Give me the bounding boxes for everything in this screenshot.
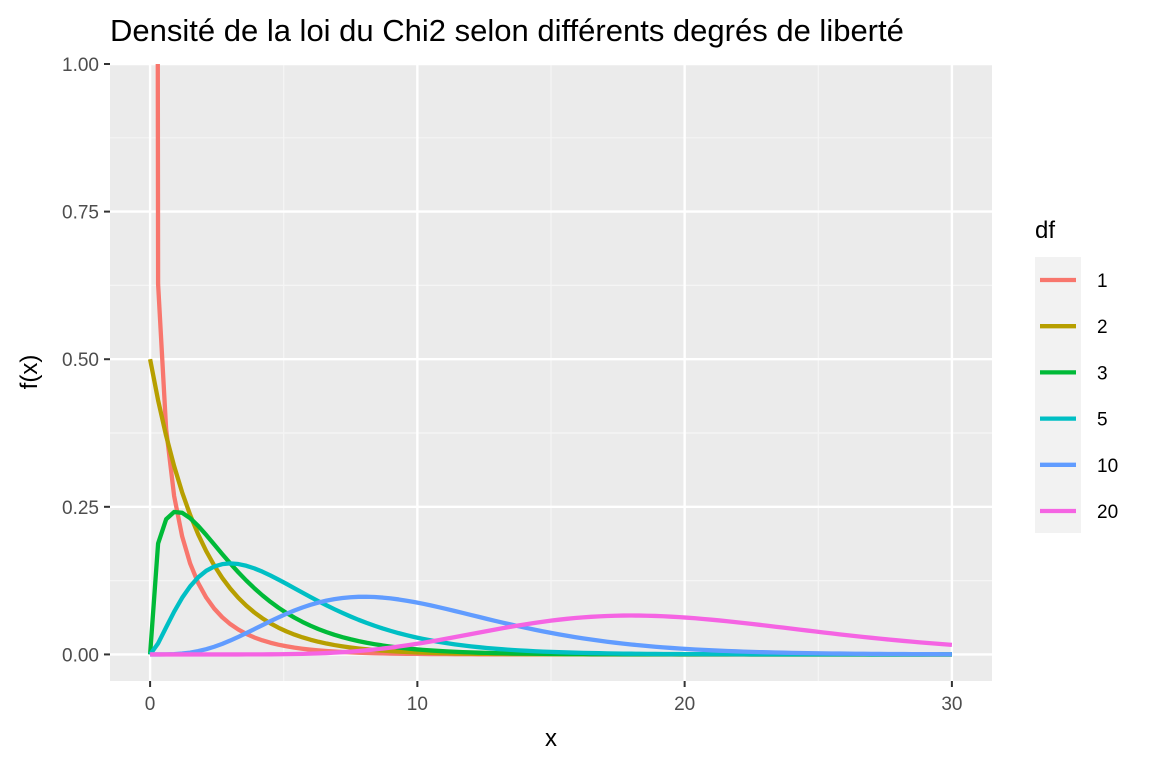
x-tick-label: 20	[674, 694, 695, 715]
series-lines	[147, 64, 953, 657]
x-tick-label: 0	[145, 694, 156, 715]
y-tick-label: 0.00	[62, 645, 99, 666]
legend-label-df-2: 2	[1097, 317, 1108, 338]
legend-key-background	[1035, 257, 1081, 533]
x-tick-label: 10	[407, 694, 428, 715]
chart-title: Densité de la loi du Chi2 selon différen…	[110, 13, 904, 48]
legend-label-df-20: 20	[1097, 502, 1118, 523]
legend-label-df-10: 10	[1097, 456, 1118, 477]
x-axis: 0 10 20 30	[145, 681, 962, 715]
y-tick-label: 0.50	[62, 350, 99, 371]
legend-label-df-1: 1	[1097, 271, 1108, 292]
legend-label-df-5: 5	[1097, 410, 1108, 431]
y-tick-label: 0.75	[62, 203, 99, 224]
major-gridlines	[110, 62, 992, 681]
y-axis: 0.00 0.25 0.50 0.75 1.00	[62, 55, 110, 666]
y-tick-label: 1.00	[62, 55, 99, 76]
x-tick-label: 30	[941, 694, 962, 715]
x-axis-title: x	[545, 725, 557, 752]
minor-gridlines	[110, 64, 992, 681]
legend: df 1 2 3 5 10 20	[1035, 217, 1118, 533]
legend-items: 1 2 3 5 10 20	[1040, 271, 1118, 523]
legend-label-df-3: 3	[1097, 363, 1108, 384]
legend-title: df	[1035, 217, 1055, 244]
series-line-df-10	[150, 594, 952, 657]
y-tick-label: 0.25	[62, 498, 99, 519]
series-line-df-20	[150, 613, 953, 657]
y-axis-title: f(x)	[16, 355, 43, 390]
